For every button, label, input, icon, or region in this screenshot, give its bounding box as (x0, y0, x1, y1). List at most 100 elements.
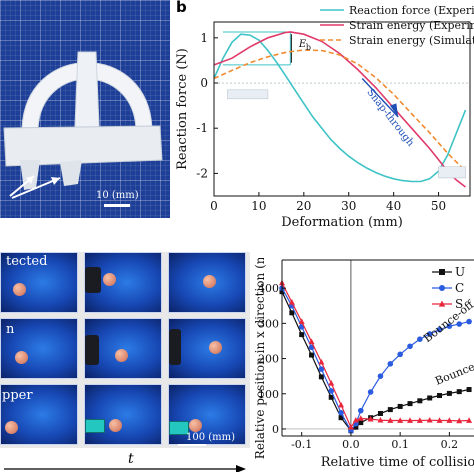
ytick-label-d-1: 100 (258, 388, 279, 401)
marker-d-1-6 (338, 409, 344, 416)
pad-r2-c3 (169, 329, 181, 365)
marker-d-0-13 (397, 403, 403, 409)
marker-d-0-17 (437, 393, 443, 399)
frame-r3-c3 (168, 384, 246, 445)
panel-label-b: b (176, 0, 187, 16)
scale-label-a: 10 (mm) (96, 190, 139, 201)
ytick-label-d-0: 0 (272, 423, 279, 436)
series-line-d-0 (281, 291, 470, 432)
frame-r1-c2 (84, 252, 162, 313)
sample-photo-illustration (3, 51, 163, 199)
marker-d-1-9 (357, 407, 364, 414)
marker-d-1-18 (446, 323, 453, 329)
marker-d-1-19 (456, 321, 463, 327)
gripper-r3-c2 (85, 419, 105, 433)
marker-d-2-13 (397, 417, 404, 423)
xlabel-d: Relative time of collisio (321, 455, 474, 470)
pad-r1-c2 (85, 267, 101, 293)
legend-d-marker-2 (438, 300, 446, 307)
scale-bar-c (178, 444, 206, 446)
frame-r2-c1 (0, 318, 78, 379)
marker-d-1-4 (318, 366, 325, 372)
time-axis-arrowhead (236, 465, 246, 472)
xtick-label-b-5: 50 (431, 199, 446, 213)
ylabel-b: Reaction force (N) (175, 48, 190, 170)
marker-d-0-9 (358, 420, 364, 426)
series-line-d-1 (281, 287, 470, 432)
marker-d-2-18 (446, 417, 453, 423)
marker-d-0-15 (417, 398, 423, 404)
dome-leg-right (60, 160, 82, 186)
marker-d-2-15 (416, 417, 423, 423)
marker-d-2-12 (387, 417, 394, 423)
chart-b-frame (213, 21, 471, 197)
marker-d-1-17 (436, 326, 443, 333)
row-label-1: tected (6, 254, 48, 269)
xtick-label-b-1: 10 (251, 199, 266, 213)
ball-r3-c1 (5, 421, 18, 434)
legend-b-label-1: Strain energy (Experim (349, 19, 474, 32)
xlabel-b: Deformation (mm) (281, 215, 403, 230)
ball-r1-c3 (203, 275, 216, 288)
marker-d-2-16 (426, 416, 433, 423)
marker-d-1-13 (397, 351, 403, 358)
ytick-label-d-2: 200 (258, 353, 279, 366)
xtick-label-d-1: 0.0 (342, 438, 360, 451)
chart-b-legend: Reaction force (Experi Strain energy (Exp… (320, 4, 474, 47)
marker-d-0-16 (427, 395, 433, 401)
ball-r2-c1 (15, 351, 28, 364)
marker-d-1-12 (387, 361, 394, 367)
inset-shape-right (438, 166, 466, 179)
row-label-3: pper (2, 388, 33, 403)
series-line-b-2 (213, 49, 467, 172)
marker-d-1-16 (426, 331, 433, 337)
marker-d-0-4 (318, 374, 324, 380)
marker-d-2-6 (338, 401, 345, 408)
marker-d-0-18 (446, 390, 452, 396)
marker-d-2-4 (318, 358, 325, 365)
xtick-label-b-4: 40 (386, 199, 401, 213)
ball-r2-c2 (115, 349, 128, 362)
time-label: t (128, 451, 134, 467)
marker-d-1-20 (466, 318, 472, 325)
marker-d-0-20 (466, 387, 472, 393)
marker-d-2-19 (456, 417, 463, 424)
legend-d-marker-1 (439, 285, 445, 291)
marker-d-2-1 (288, 299, 295, 305)
xtick-label-b-2: 20 (296, 199, 311, 213)
photo-panel-a (0, 0, 170, 218)
scale-label-c: 100 (mm) (186, 432, 236, 443)
ball-r1-c2 (103, 273, 116, 286)
marker-d-2-5 (328, 380, 335, 386)
pad-r2-c2 (85, 335, 99, 365)
video-frames-panel-c: tected n pper (0, 252, 250, 448)
frame-r1-c1 (0, 252, 78, 313)
series-line-b-1 (213, 31, 466, 188)
marker-d-0-14 (407, 401, 413, 407)
marker-d-2-7 (347, 424, 354, 430)
marker-d-2-11 (377, 416, 384, 423)
ytick-label-b-3: 1 (200, 31, 208, 45)
marker-d-0-5 (328, 394, 334, 400)
marker-d-2-20 (466, 417, 473, 423)
row-label-2: n (6, 322, 15, 337)
marker-d-2-8 (352, 416, 359, 423)
marker-d-2-3 (308, 338, 315, 345)
ytick-label-b-1: -1 (196, 121, 208, 135)
xtick-label-b-0: 0 (210, 199, 218, 213)
inset-shape-left (227, 89, 269, 100)
dome-base-ring (3, 125, 163, 167)
chart-b-plot-area: Snap-through E b (213, 31, 470, 188)
legend-b-label-0: Reaction force (Experi (349, 4, 474, 17)
scale-bar-a (104, 204, 130, 207)
frame-r3-c1 (0, 384, 78, 445)
snap-through-label: Snap-through (364, 87, 416, 149)
eb-label-sub: b (306, 43, 311, 52)
eb-label: E (298, 39, 307, 50)
arrow-head-2 (51, 177, 60, 185)
marker-d-1-14 (407, 343, 413, 350)
marker-d-0-3 (309, 352, 315, 358)
arrow-line-2 (11, 177, 61, 199)
ball-r1-c1 (13, 283, 26, 296)
